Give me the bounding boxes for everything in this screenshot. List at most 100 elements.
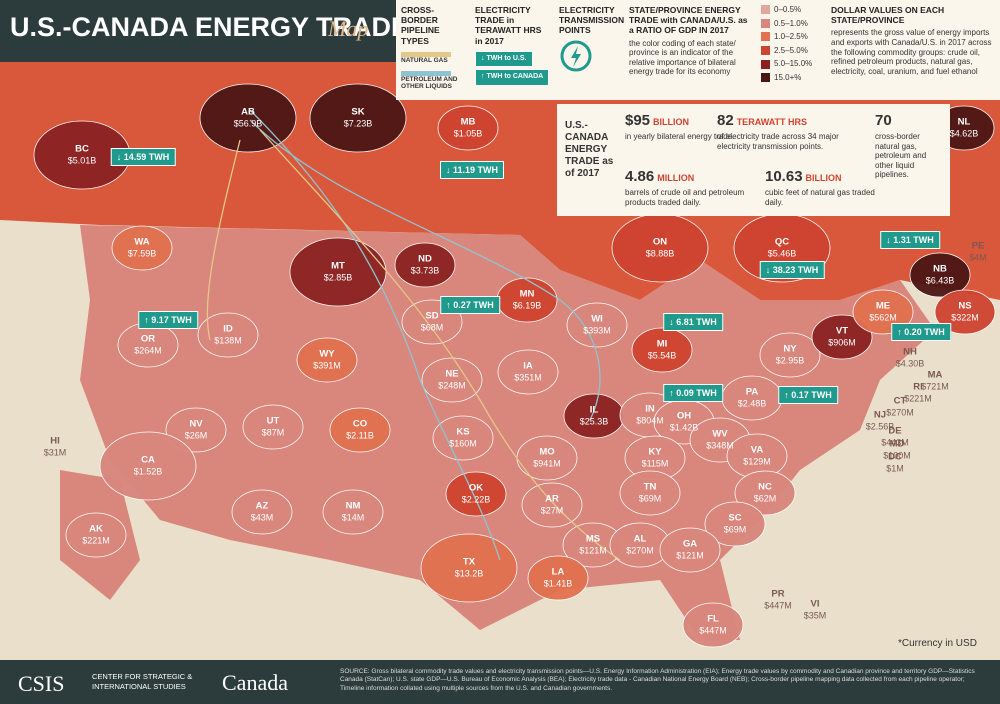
bin-item: 1.0–2.5% <box>761 32 821 42</box>
region-value: $941M <box>533 458 561 469</box>
region-label: WI $393M <box>583 313 611 335</box>
region-name: AB <box>241 106 255 118</box>
bin-label: 0.5–1.0% <box>774 18 808 28</box>
stats-box: U.S.-CANADA ENERGY TRADE as of 2017 $95 B… <box>557 104 950 216</box>
partner-logo: Canada <box>222 670 288 695</box>
region-value: $5.01B <box>67 155 97 166</box>
stat-text: cubic feet of natural gas traded daily. <box>765 188 875 207</box>
region-name: MO <box>539 446 555 458</box>
region-name: NJ <box>873 409 887 421</box>
region-label: VA $129M <box>743 444 771 466</box>
stat-head: 82 TERAWATT HRS <box>717 112 872 130</box>
region-label: AR $27M <box>540 493 564 516</box>
region-value: $8.88B <box>645 248 675 259</box>
region-value: $121M <box>676 550 704 561</box>
region-label: FL $447M <box>699 613 727 635</box>
region-value: $562M <box>869 312 897 323</box>
region-value: $121M <box>579 545 607 556</box>
region <box>759 332 821 378</box>
region-label: DE $443M <box>881 425 909 447</box>
flow-label: ↑ 0.27 TWH <box>440 296 500 314</box>
region-value: $160M <box>449 438 477 449</box>
pipeline <box>249 119 601 421</box>
region-name: NE <box>445 368 459 380</box>
region-value: $27M <box>540 505 564 516</box>
legend-swatch <box>401 51 451 57</box>
region-label: TN $69M <box>639 481 662 503</box>
region-name: PA <box>745 386 759 398</box>
bin-label: 0–0.5% <box>774 5 802 14</box>
legend-text: the color coding of each state/ province… <box>629 38 736 77</box>
legend-item: PETROLEUM AND OTHER LIQUIDS <box>401 70 465 92</box>
stat-amount: 70 <box>875 112 892 129</box>
region-value: $6.43B <box>925 275 955 286</box>
footer-bar <box>0 660 1000 704</box>
region <box>445 471 507 517</box>
transmission-icon <box>560 40 592 72</box>
region-value: $322M <box>951 312 979 323</box>
region-name: CA <box>141 454 155 466</box>
region-label: MB $1.05B <box>453 116 483 139</box>
legend-title: CROSS-BORDER PIPELINE TYPES <box>401 5 440 46</box>
subtitle: Map <box>328 16 369 41</box>
region-value: $1.05B <box>453 128 483 139</box>
region <box>199 83 297 153</box>
region <box>682 602 744 648</box>
region-name: NY <box>783 343 797 355</box>
legend-title: ELECTRICITY TRANSMISSION POINTS <box>559 5 625 36</box>
org-name: CENTER FOR STRATEGIC & INTERNATIONAL STU… <box>92 672 193 691</box>
stat-unit: MILLION <box>657 173 695 183</box>
region <box>631 327 693 373</box>
region-label: NH $4.30B <box>896 346 925 368</box>
region-name: MD <box>889 438 905 450</box>
bin-swatch <box>761 32 770 42</box>
bin-swatch <box>761 18 770 28</box>
legend-swatch <box>401 70 451 76</box>
region-value: $68M <box>420 322 444 333</box>
transmission-legend: ELECTRICITY TRANSMISSION POINTS <box>554 0 624 100</box>
bin-label: 5.0–15.0% <box>774 59 813 69</box>
region-name: QC <box>774 236 790 248</box>
region-value: $7.23B <box>343 118 373 129</box>
region-name: IN <box>645 403 655 415</box>
pipeline-legend: CROSS-BORDER PIPELINE TYPES NATURAL GAS P… <box>396 0 470 100</box>
region-label: MN $6.19B <box>513 288 542 310</box>
region <box>421 357 483 403</box>
region-name: NB <box>933 263 947 275</box>
region-name: NV <box>189 418 203 430</box>
region-label: MD $100M <box>883 438 911 460</box>
region-name: VT <box>835 325 849 337</box>
region <box>527 555 589 601</box>
region <box>909 252 971 298</box>
region <box>566 302 628 348</box>
flow-label: ↑ 9.17 TWH <box>138 311 198 329</box>
region <box>437 105 499 151</box>
region-label: NE $248M <box>438 368 466 390</box>
region-name: MI <box>656 338 668 350</box>
region-value: $2.95B <box>775 355 805 366</box>
region-name: WY <box>319 348 335 360</box>
region-name: AZ <box>255 500 269 512</box>
region-name: OH <box>676 410 692 422</box>
region-label: NM $14M <box>342 500 365 522</box>
region-label: ID $138M <box>214 323 242 345</box>
region-label: ND $3.73B <box>411 253 440 275</box>
region-value: $1M <box>886 463 904 474</box>
legend-arrow: ↓ TWH to U.S. <box>475 50 533 68</box>
stat-unit: BILLION <box>805 173 842 183</box>
region <box>309 83 407 153</box>
region-label: TX $13.2B <box>455 556 484 578</box>
stat: 4.86 MILLION barrels of crude oil and petr… <box>625 168 755 207</box>
region-name: MT <box>331 260 345 272</box>
region-label: PR $447M <box>764 588 792 610</box>
dollar-legend: DOLLAR VALUES ON EACH STATE/PROVINCE rep… <box>826 0 1000 100</box>
region <box>811 314 873 360</box>
region-label: BC $5.01B <box>67 143 97 166</box>
region-label: UT $87M <box>262 415 285 437</box>
legend-label: NATURAL GAS <box>401 56 448 64</box>
region-value: $348M <box>706 440 734 451</box>
region-name: AK <box>89 523 103 535</box>
region-label: LA $1.41B <box>544 566 573 588</box>
bin-swatch <box>761 46 770 56</box>
bin-label: 1.0–2.5% <box>774 32 808 42</box>
